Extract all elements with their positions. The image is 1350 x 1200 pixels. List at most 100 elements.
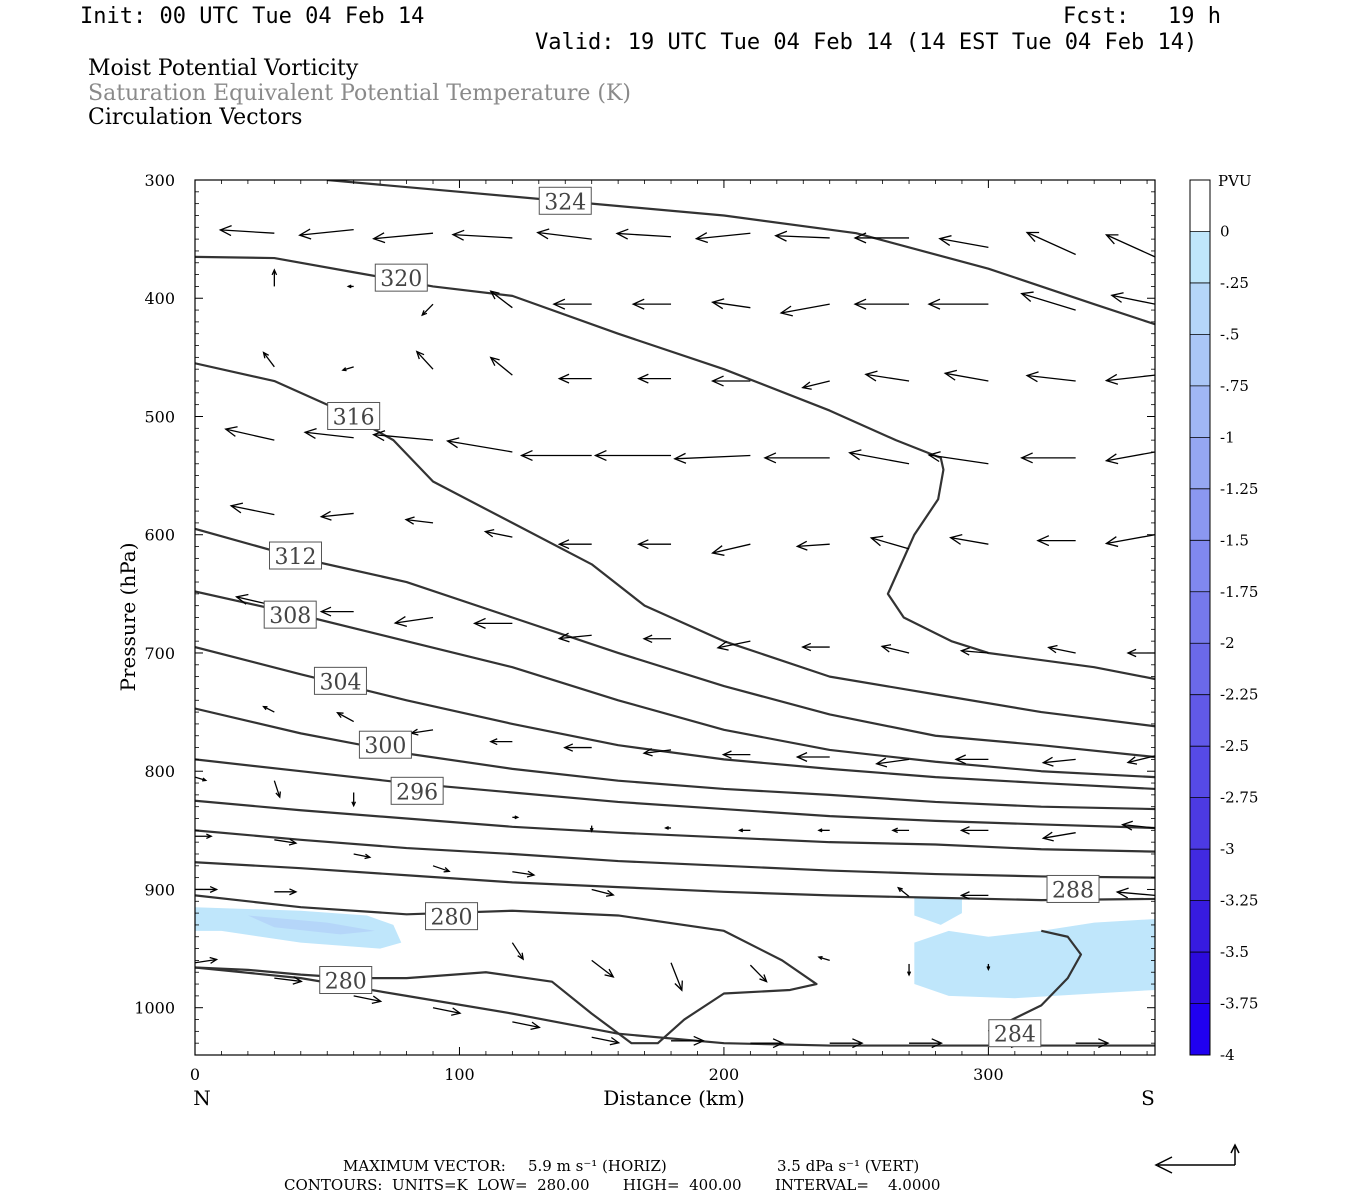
- colorbar-swatch-7: [1190, 540, 1210, 592]
- pv-shaded-region-1: [247, 915, 375, 935]
- colorbar-label-15: -3.75: [1220, 995, 1258, 1013]
- colorbar-label-5: -1.25: [1220, 480, 1258, 498]
- colorbar-label-12: -3: [1220, 840, 1235, 858]
- colorbar-label-0: 0: [1220, 222, 1230, 240]
- theta-es-contour-3: [195, 527, 1155, 759]
- contour-label-box-7: [390, 776, 444, 805]
- circulation-vector-58: [949, 533, 989, 545]
- reference-vector-icon: [1154, 1143, 1240, 1174]
- circulation-vector-65: [557, 632, 592, 643]
- circulation-vector-123: [750, 1038, 785, 1049]
- circulation-vector-106: [959, 891, 989, 900]
- contours-info: CONTOURS: UNITS=K LOW= 280.00 HIGH= 400.…: [284, 1176, 941, 1194]
- circulation-vector-48: [1104, 451, 1155, 465]
- x-tick-label-300: 300: [973, 1065, 1004, 1084]
- circulation-vector-89: [589, 825, 594, 833]
- circulation-vector-77: [563, 743, 592, 752]
- circulation-vector-116: [195, 956, 219, 964]
- circulation-vector-87: [351, 792, 357, 808]
- contour-label-1: 320: [380, 267, 422, 292]
- colorbar-swatch-13: [1190, 849, 1210, 901]
- colorbar-swatch-11: [1190, 746, 1210, 798]
- circulation-vector-59: [1036, 535, 1076, 547]
- circulation-vector-94: [959, 826, 989, 835]
- circulation-vector-20: [779, 303, 830, 317]
- contour-label-box-1: [374, 263, 428, 292]
- circulation-vector-124: [829, 1038, 864, 1049]
- y-axis-title: Pressure (hPa): [116, 543, 140, 692]
- colorbar-label-8: -2: [1220, 634, 1235, 652]
- contour-label-10: 288: [1052, 878, 1094, 903]
- circulation-vector-76: [489, 738, 513, 746]
- circulation-vector-119: [432, 1007, 462, 1016]
- circulation-vector-122: [671, 1035, 706, 1046]
- contour-label-box-10: [1046, 874, 1100, 903]
- x-tick-label-100: 100: [444, 1065, 475, 1084]
- circulation-vector-71: [1047, 644, 1076, 654]
- circulation-vector-28: [489, 356, 513, 376]
- contour-label-box-6: [358, 730, 412, 759]
- contour-label-box-3: [268, 541, 322, 570]
- colorbar-label-2: -.5: [1220, 325, 1239, 343]
- circulation-vector-118: [353, 995, 383, 1005]
- circulation-vector-30: [637, 373, 672, 384]
- circulation-vector-2: [372, 232, 434, 244]
- circulation-vector-36: [1104, 373, 1155, 385]
- circulation-vector-110: [670, 962, 683, 992]
- colorbar-swatch-2: [1190, 282, 1210, 335]
- circulation-vector-45: [848, 449, 910, 465]
- valid-time: Valid: 19 UTC Tue 04 Feb 14 (14 EST Tue …: [535, 30, 1198, 55]
- circulation-vector-41: [519, 449, 592, 462]
- circulation-vector-55: [711, 543, 751, 556]
- theta-es-contour-8: [195, 799, 1155, 853]
- circulation-vector-0: [218, 225, 275, 237]
- theta-es-contour-9: [195, 829, 1155, 879]
- contour-label-box-11: [425, 902, 479, 931]
- circulation-vector-86: [273, 780, 281, 799]
- circulation-vector-70: [959, 647, 989, 656]
- circulation-vector-100: [432, 865, 451, 873]
- theta-es-contour-4: [195, 590, 1155, 779]
- circulation-vector-108: [511, 942, 525, 961]
- circulation-vector-68: [801, 642, 830, 652]
- contour-label-box-2: [327, 401, 381, 430]
- circulation-vector-35: [1025, 371, 1076, 383]
- max-vector-horiz: 5.9 m s⁻¹ (HORIZ): [528, 1157, 667, 1175]
- circulation-vector-80: [795, 752, 830, 762]
- circulation-vector-99: [353, 853, 372, 860]
- colorbar-label-11: -2.75: [1220, 789, 1258, 807]
- colorbar-swatch-8: [1190, 591, 1210, 644]
- circulation-vector-66: [642, 634, 672, 644]
- contour-label-4: 308: [269, 604, 311, 629]
- y-tick-label-1000: 1000: [134, 999, 175, 1018]
- colorbar-label-7: -1.75: [1220, 583, 1258, 601]
- circulation-vector-85: [195, 776, 208, 782]
- circulation-vector-54: [637, 539, 672, 550]
- contour-label-6: 300: [364, 734, 406, 759]
- circulation-vector-121: [591, 1036, 621, 1046]
- colorbar-swatch-6: [1190, 488, 1210, 541]
- circulation-vector-1: [298, 228, 354, 240]
- circulation-vector-23: [1020, 291, 1076, 311]
- circulation-vector-10: [1025, 231, 1076, 256]
- contour-label-7: 296: [396, 780, 438, 805]
- circulation-vector-56: [795, 540, 830, 551]
- init-time: Init: 00 UTC Tue 04 Feb 14: [80, 4, 425, 29]
- colorbar-swatch-16: [1190, 1003, 1210, 1055]
- y-tick-label-800: 800: [144, 762, 175, 781]
- colorbar-label-10: -2.5: [1220, 737, 1249, 755]
- circulation-vector-81: [875, 757, 910, 768]
- y-tick-label-400: 400: [144, 289, 175, 308]
- circulation-vector-93: [891, 827, 910, 834]
- colorbar-swatch-4: [1190, 385, 1210, 438]
- circulation-vector-32: [801, 380, 830, 390]
- colorbar-label-4: -1: [1220, 428, 1235, 446]
- circulation-vector-79: [721, 750, 751, 759]
- circulation-vector-109: [591, 959, 615, 978]
- circulation-vector-62: [319, 606, 354, 617]
- x-axis-title: Distance (km): [603, 1086, 745, 1110]
- circulation-vector-26: [341, 366, 354, 372]
- circulation-vector-24: [1110, 292, 1155, 305]
- circulation-vector-51: [404, 516, 434, 525]
- circulation-vector-112: [817, 955, 830, 962]
